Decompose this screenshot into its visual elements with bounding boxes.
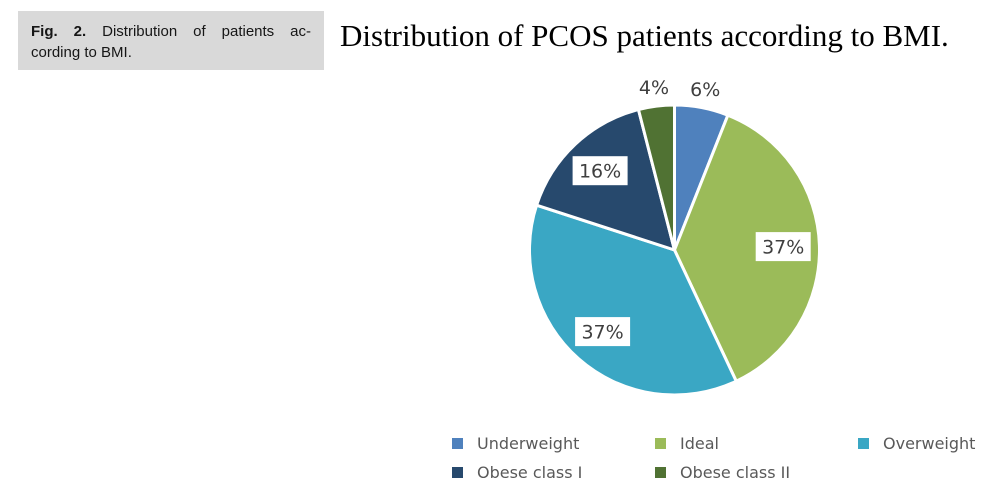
pie-data-label-ideal: 37% (762, 236, 804, 258)
legend-item-underweight: Underweight (452, 433, 655, 453)
pie-label-box-obese-class-i (572, 156, 628, 186)
chart-title: Distribution of PCOS patients according … (340, 18, 949, 53)
legend-item-overweight: Overweight (858, 433, 1008, 453)
legend-swatch-icon (655, 466, 666, 478)
caption-text-line-1: Distribution of patients ac- (102, 23, 311, 40)
legend-item-ideal: Ideal (655, 433, 858, 453)
caption-line-1: Fig. 2. Distribution of patients ac- (31, 21, 311, 42)
pie-data-label-obese-class-i: 16% (579, 160, 621, 182)
chart-legend: Underweight Ideal Overweight Obese class I O… (452, 433, 1008, 482)
legend-swatch-icon (858, 437, 869, 449)
legend-label: Overweight (883, 433, 976, 453)
legend-label: Obese class II (680, 462, 791, 482)
caption-fig-label: Fig. 2. (31, 23, 87, 40)
legend-item-obese-class-ii: Obese class II (655, 462, 858, 482)
legend-label: Underweight (477, 433, 580, 453)
pie-slice-overweight (528, 203, 738, 397)
legend-item-obese-class-i: Obese class I (452, 462, 655, 482)
legend-swatch-icon (655, 437, 666, 449)
caption-text-line-2: cording to BMI. (31, 44, 132, 61)
pie-slice-obese-class-ii (636, 103, 676, 252)
figure-caption: Fig. 2. Distribution of patients ac- cor… (18, 11, 324, 70)
pie-slice-ideal (673, 113, 821, 383)
pie-label-box-overweight (575, 317, 631, 347)
pie-label-box-ideal (755, 232, 811, 262)
pie-chart: 6% 37% 37% 16% 4% (528, 77, 821, 397)
pie-data-label-overweight: 37% (581, 321, 623, 343)
pie-data-label-obese-class-ii: 4% (639, 77, 669, 99)
pie-data-label-underweight: 6% (690, 79, 720, 101)
legend-swatch-icon (452, 437, 463, 449)
legend-label: Obese class I (477, 462, 583, 482)
legend-swatch-icon (452, 466, 463, 478)
legend-label: Ideal (680, 433, 719, 453)
